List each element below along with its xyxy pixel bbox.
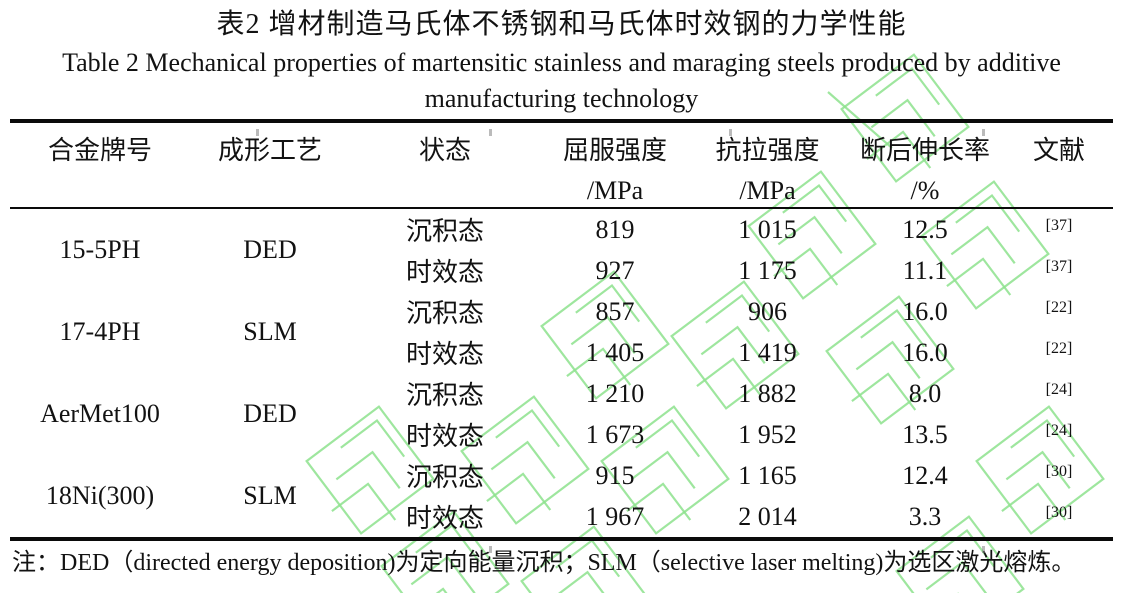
tensile-cell: 1 165 xyxy=(738,460,797,490)
reference-superscript: [22] xyxy=(1045,339,1073,357)
page-content: 表2 增材制造马氏体不锈钢和马氏体时效钢的力学性能 Table 2 Mechan… xyxy=(0,6,1123,578)
scan-tick xyxy=(489,546,492,553)
yield-cell: 927 xyxy=(595,255,635,285)
table-row: 15-5PH DED 沉积态 819 1 015 12.5 [37] xyxy=(10,208,1113,265)
state-cell: 时效态 xyxy=(405,504,484,533)
reference-superscript: [30] xyxy=(1045,462,1073,480)
yield-cell: 915 xyxy=(595,460,635,490)
scan-tick xyxy=(489,129,492,136)
reference-cell: [37] xyxy=(1005,250,1113,291)
table-row: 时效态 927 1 175 11.1 [37] xyxy=(10,250,1113,291)
reference-cell: [30] xyxy=(1005,455,1113,496)
tensile-cell: 906 xyxy=(748,296,787,326)
tensile-cell: 1 882 xyxy=(738,378,797,408)
state-cell: 沉积态 xyxy=(405,463,484,492)
header-state-label: 状态 xyxy=(418,136,471,165)
reference-superscript: [37] xyxy=(1045,257,1073,275)
tensile-cell: 1 175 xyxy=(738,255,797,285)
tensile-cell: 1 952 xyxy=(738,419,797,449)
header-alloy: 合金牌号 xyxy=(10,121,190,208)
header-yield-strength: 屈服强度 /MPa xyxy=(540,121,690,208)
process-cell: DED xyxy=(243,399,297,428)
table-footnote: 注：DED（directed energy deposition)为定向能量沉积… xyxy=(12,550,1076,576)
header-tensile-unit: /MPa xyxy=(739,176,796,205)
header-row: 合金牌号 成形工艺 状态 屈服强度 /MPa 抗拉强度 /MPa xyxy=(10,121,1113,208)
header-process-label: 成形工艺 xyxy=(217,136,322,165)
reference-cell: [30] xyxy=(1005,496,1113,539)
tensile-cell: 1 015 xyxy=(738,214,797,244)
reference-superscript: [37] xyxy=(1045,216,1073,234)
process-cell: SLM xyxy=(243,317,297,346)
alloy-cell: AerMet100 xyxy=(40,399,160,428)
elongation-cell: 11.1 xyxy=(902,255,948,285)
table-title-en-line1: Table 2 Mechanical properties of martens… xyxy=(62,48,1061,77)
header-reference: 文献 xyxy=(1005,121,1113,208)
reference-cell: [24] xyxy=(1005,414,1113,455)
table-title-en-line2: manufacturing technology xyxy=(424,84,699,113)
reference-superscript: [24] xyxy=(1045,380,1073,398)
table-row: 时效态 1 967 2 014 3.3 [30] xyxy=(10,496,1113,539)
header-elongation-label: 断后伸长率 xyxy=(859,136,990,165)
yield-cell: 1 673 xyxy=(585,419,645,449)
elongation-cell: 12.5 xyxy=(902,214,948,244)
table-title-zh: 表2 增材制造马氏体不锈钢和马氏体时效钢的力学性能 xyxy=(216,9,907,40)
scan-tick xyxy=(729,129,732,136)
process-cell: DED xyxy=(243,235,297,264)
yield-cell: 1 967 xyxy=(585,501,645,531)
header-elongation-unit: /% xyxy=(910,176,940,205)
yield-cell: 1 405 xyxy=(585,337,645,367)
table-row: 时效态 1 673 1 952 13.5 [24] xyxy=(10,414,1113,455)
reference-superscript: [24] xyxy=(1045,421,1073,439)
header-process: 成形工艺 xyxy=(190,121,350,208)
yield-cell: 1 210 xyxy=(585,378,645,408)
header-alloy-label: 合金牌号 xyxy=(47,136,152,165)
reference-superscript: [22] xyxy=(1045,298,1073,316)
header-reference-label: 文献 xyxy=(1032,136,1085,165)
table-body: 15-5PH DED 沉积态 819 1 015 12.5 [37] 时效态 9… xyxy=(10,208,1113,539)
state-cell: 沉积态 xyxy=(405,299,484,328)
elongation-cell: 16.0 xyxy=(902,337,948,367)
mechanical-properties-table: 合金牌号 成形工艺 状态 屈服强度 /MPa 抗拉强度 /MPa xyxy=(10,119,1113,541)
reference-superscript: [30] xyxy=(1045,503,1073,521)
alloy-cell: 17-4PH xyxy=(59,317,141,346)
yield-cell: 819 xyxy=(595,214,635,244)
elongation-cell: 16.0 xyxy=(902,296,948,326)
reference-cell: [22] xyxy=(1005,291,1113,332)
table-row: 时效态 1 405 1 419 16.0 [22] xyxy=(10,332,1113,373)
header-tensile-strength: 抗拉强度 /MPa xyxy=(690,121,845,208)
header-tensile-label: 抗拉强度 xyxy=(715,136,820,165)
state-cell: 沉积态 xyxy=(405,381,484,410)
state-cell: 沉积态 xyxy=(405,217,484,246)
header-yield-unit: /MPa xyxy=(586,176,644,205)
header-elongation: 断后伸长率 /% xyxy=(845,121,1005,208)
header-yield-label: 屈服强度 xyxy=(562,136,667,165)
reference-cell: [37] xyxy=(1005,208,1113,250)
tensile-cell: 2 014 xyxy=(738,501,797,531)
table-row: 18Ni(300) SLM 沉积态 915 1 165 12.4 [30] xyxy=(10,455,1113,511)
scan-tick xyxy=(256,129,259,136)
table-row: 17-4PH SLM 沉积态 857 906 16.0 [22] xyxy=(10,291,1113,347)
reference-cell: [22] xyxy=(1005,332,1113,373)
process-cell: SLM xyxy=(243,481,297,510)
state-cell: 时效态 xyxy=(405,258,484,287)
tensile-cell: 1 419 xyxy=(738,337,797,367)
reference-cell: [24] xyxy=(1005,373,1113,414)
scan-tick xyxy=(982,546,985,553)
header-state: 状态 xyxy=(350,121,540,208)
elongation-cell: 12.4 xyxy=(902,460,948,490)
table-header: 合金牌号 成形工艺 状态 屈服强度 /MPa 抗拉强度 /MPa xyxy=(10,121,1113,208)
state-cell: 时效态 xyxy=(405,340,484,369)
yield-cell: 857 xyxy=(595,296,635,326)
alloy-cell: 18Ni(300) xyxy=(45,481,155,510)
state-cell: 时效态 xyxy=(405,422,484,451)
alloy-cell: 15-5PH xyxy=(59,235,141,264)
table-row: AerMet100 DED 沉积态 1 210 1 882 8.0 [24] xyxy=(10,373,1113,429)
scan-tick xyxy=(982,129,985,136)
elongation-cell: 8.0 xyxy=(908,378,942,408)
elongation-cell: 3.3 xyxy=(908,501,942,531)
elongation-cell: 13.5 xyxy=(902,419,948,449)
